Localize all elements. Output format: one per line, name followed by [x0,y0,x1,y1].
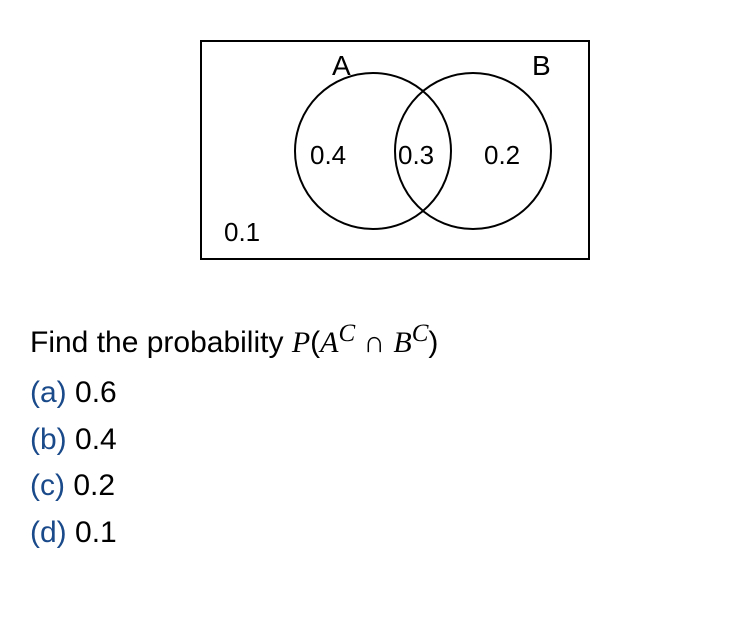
options-list: (a) 0.6 (b) 0.4 (c) 0.2 (d) 0.1 [30,370,117,556]
expr-A: A [320,326,338,359]
expr-B: B [393,326,411,359]
option-b: (b) 0.4 [30,417,117,464]
expr-close: ) [428,326,438,359]
region-b-only-value: 0.2 [484,140,520,171]
option-label: (a) [30,376,67,409]
option-label: (c) [30,469,65,502]
option-label: (d) [30,516,67,549]
option-c: (c) 0.2 [30,463,117,510]
expr-sup-c1: C [338,320,355,347]
expr-P: P [292,326,310,359]
option-d: (d) 0.1 [30,510,117,557]
region-outside-value: 0.1 [224,217,260,248]
expr-open: ( [310,326,320,359]
option-label: (b) [30,423,67,456]
region-a-only-value: 0.4 [310,140,346,171]
option-value: 0.4 [75,423,117,456]
question-prefix: Find the probability [30,326,292,359]
question-text: Find the probability P(AC ∩ BC) [30,320,438,360]
venn-box: A B 0.4 0.3 0.2 0.1 [200,40,590,260]
region-intersection-value: 0.3 [398,140,434,171]
option-a: (a) 0.6 [30,370,117,417]
option-value: 0.6 [75,376,117,409]
option-value: 0.2 [73,469,115,502]
set-label-b: B [532,50,551,82]
option-value: 0.1 [75,516,117,549]
expr-sup-c2: C [412,320,429,347]
expr-cap: ∩ [355,326,393,359]
